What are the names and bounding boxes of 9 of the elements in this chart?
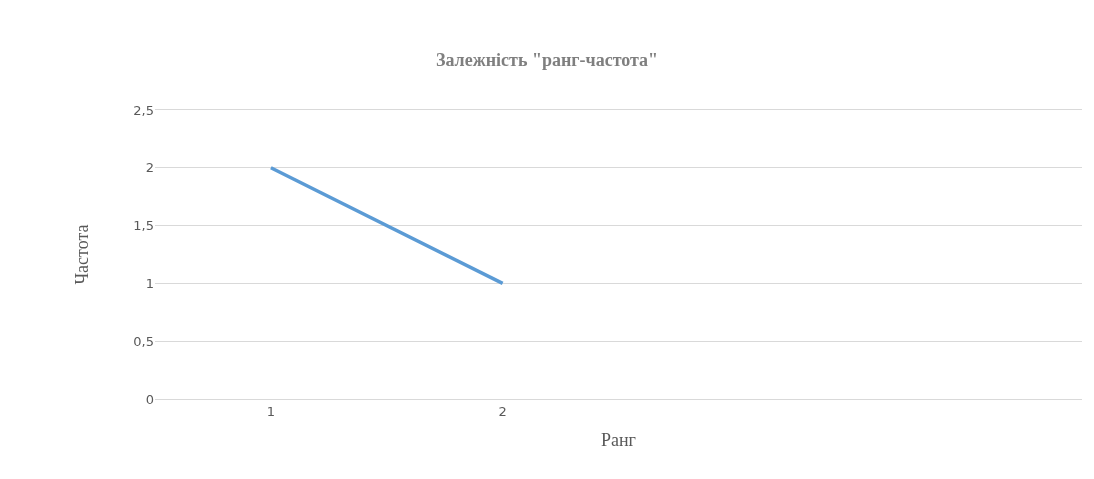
y-tick-label: 1,5 bbox=[133, 218, 154, 234]
y-axis-title: Частота bbox=[71, 224, 92, 285]
chart-title: Залежність "ранг-частота" bbox=[435, 50, 659, 71]
y-tick-label: 1 bbox=[145, 275, 154, 291]
y-tick-label: 2,5 bbox=[133, 102, 154, 118]
y-tick-label: 0,5 bbox=[133, 333, 154, 349]
x-axis-title: Ранг bbox=[600, 429, 637, 450]
y-tick-label: 0 bbox=[145, 391, 154, 407]
y-tick-label: 2 bbox=[145, 160, 154, 176]
